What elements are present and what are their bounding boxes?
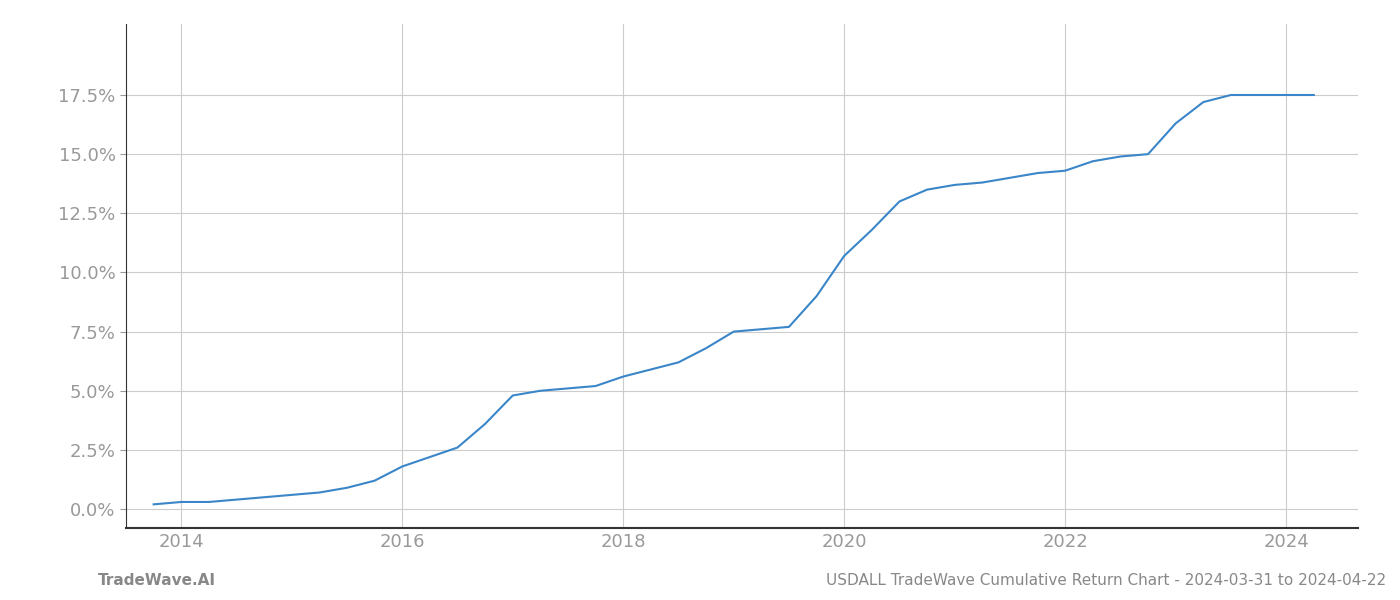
Text: USDALL TradeWave Cumulative Return Chart - 2024-03-31 to 2024-04-22: USDALL TradeWave Cumulative Return Chart… <box>826 573 1386 588</box>
Text: TradeWave.AI: TradeWave.AI <box>98 573 216 588</box>
